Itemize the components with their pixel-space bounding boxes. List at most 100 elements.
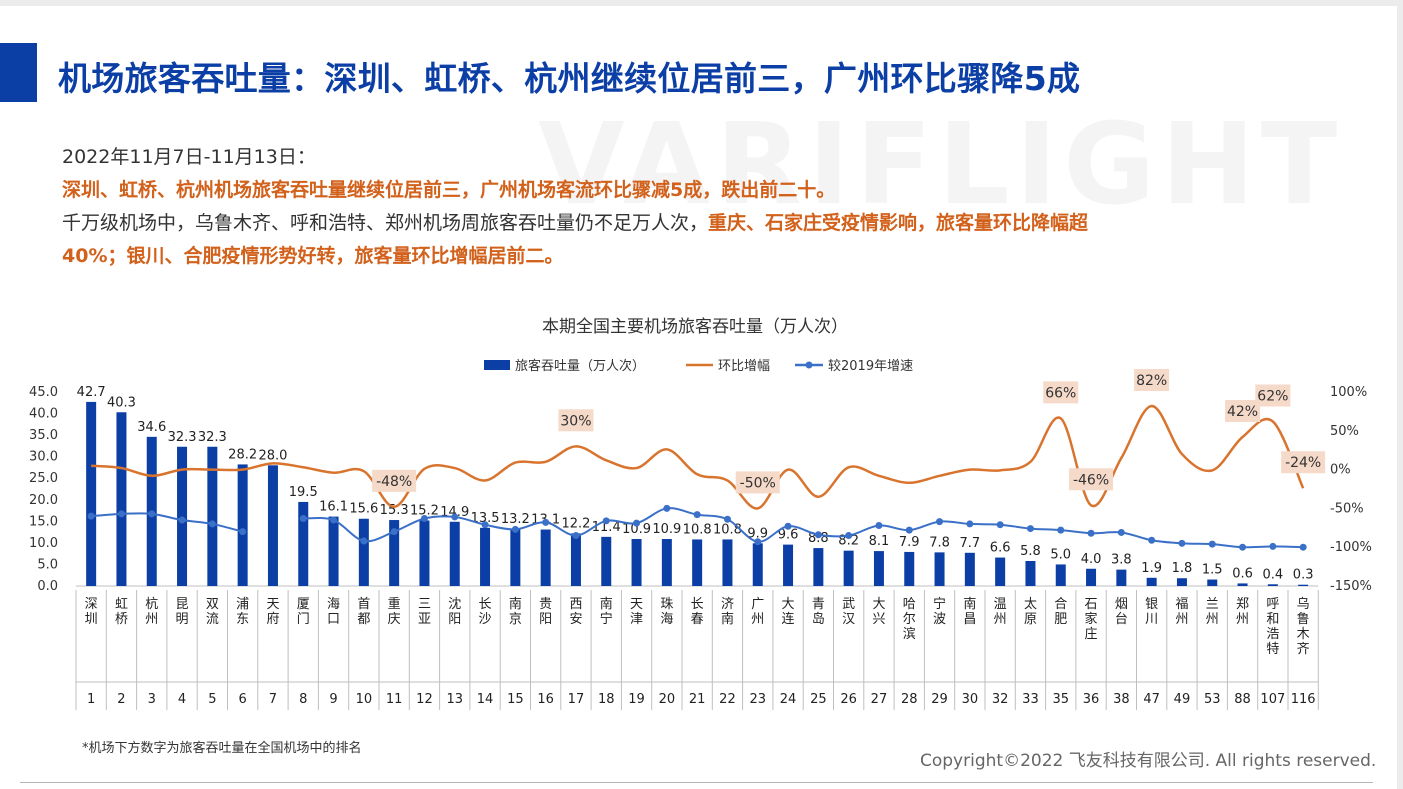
series-point-vs2019 xyxy=(148,510,156,518)
bar-value-label: 28.0 xyxy=(258,448,287,463)
rank-label: 36 xyxy=(1083,692,1100,707)
y-left-tick-label: 20.0 xyxy=(29,493,58,508)
summary-line-3-highlight: 重庆、石家庄受疫情影响，旅客量环比降幅超 xyxy=(708,212,1089,234)
callout-label: -50% xyxy=(740,475,776,491)
category-label-char: 南 xyxy=(509,596,522,612)
category-label-char: 青 xyxy=(812,597,825,612)
category-label-char: 珠 xyxy=(660,597,673,612)
y-left-tick-label: 0.0 xyxy=(37,579,58,594)
rank-label: 28 xyxy=(901,692,918,707)
category-label-char: 明 xyxy=(176,612,189,627)
series-point-vs2019 xyxy=(390,528,398,536)
category-label-char: 深 xyxy=(85,597,98,612)
legend-label-bar: 旅客吞吐量（万人次） xyxy=(515,358,645,374)
bar-value-label: 0.6 xyxy=(1232,566,1253,581)
bar-value-label: 12.2 xyxy=(561,516,590,531)
bar-value-label: 0.4 xyxy=(1263,567,1284,582)
category-label-char: 流 xyxy=(206,612,219,627)
category-label-char: 府 xyxy=(266,612,279,627)
bar xyxy=(1025,560,1036,586)
rank-label: 24 xyxy=(780,692,797,707)
category-label-char: 桥 xyxy=(115,612,128,627)
rank-label: 47 xyxy=(1143,692,1160,707)
category-label-char: 家 xyxy=(1085,611,1098,627)
rank-label: 1 xyxy=(87,692,95,707)
bar xyxy=(177,446,188,586)
rank-label: 15 xyxy=(507,692,524,707)
rank-label: 10 xyxy=(356,692,373,707)
title-accent-block xyxy=(0,43,37,102)
series-point-vs2019 xyxy=(723,515,731,523)
bar xyxy=(1267,584,1278,586)
callout-label: 82% xyxy=(1136,373,1167,389)
category-label-char: 木 xyxy=(1297,627,1310,642)
bar-value-label: 40.3 xyxy=(107,395,136,410)
bar xyxy=(1176,578,1187,586)
series-point-vs2019 xyxy=(845,532,853,540)
y-left-tick-label: 30.0 xyxy=(29,450,58,465)
series-point-vs2019 xyxy=(542,518,550,526)
top-border xyxy=(0,0,1403,6)
category-label-char: 重 xyxy=(388,596,401,612)
callout-label: 66% xyxy=(1045,385,1076,401)
rank-label: 26 xyxy=(840,692,857,707)
category-label-char: 长 xyxy=(479,597,492,612)
bar xyxy=(934,552,945,586)
rank-label: 8 xyxy=(299,692,307,707)
category-label-char: 银 xyxy=(1145,597,1158,612)
bar-value-label: 7.8 xyxy=(929,535,950,550)
series-point-vs2019 xyxy=(784,522,792,530)
bar xyxy=(328,516,339,586)
series-point-vs2019 xyxy=(1148,536,1156,544)
series-point-vs2019 xyxy=(663,504,671,512)
series-point-vs2019 xyxy=(1057,526,1065,534)
series-point-vs2019 xyxy=(1239,543,1247,551)
series-point-vs2019 xyxy=(905,526,913,534)
bar-value-label: 1.9 xyxy=(1141,561,1162,576)
category-label-char: 海 xyxy=(660,612,673,627)
watermark-logo: VARIFLIGHT xyxy=(538,100,1343,230)
bar-value-label: 4.0 xyxy=(1081,552,1102,567)
rank-label: 18 xyxy=(598,692,615,707)
callout-bg xyxy=(372,469,417,492)
category-label-char: 烟 xyxy=(1115,597,1128,612)
throughput-chart: 本期全国主要机场旅客吞吐量（万人次） 旅客吞吐量（万人次） 环比增幅 较2019年增速… xyxy=(29,317,1372,710)
category-label-char: 石 xyxy=(1085,597,1098,612)
bar xyxy=(207,446,218,586)
bar xyxy=(358,518,369,586)
copyright: Copyright©2022 飞友科技有限公司. All rights rese… xyxy=(920,751,1377,771)
category-label-char: 滨 xyxy=(903,626,916,642)
category-label-char: 州 xyxy=(994,612,1007,627)
bar-value-label: 34.6 xyxy=(137,420,166,435)
bar xyxy=(722,539,733,586)
series-point-vs2019 xyxy=(1178,539,1186,547)
category-label-char: 哈 xyxy=(903,597,916,612)
rank-label: 3 xyxy=(148,692,156,707)
summary-line-4: 40%；银川、合肥疫情形势好转，旅客量环比增幅居前二。 xyxy=(62,245,564,267)
category-label-char: 南 xyxy=(721,611,734,627)
series-point-vs2019 xyxy=(1026,525,1034,533)
category-label-char: 天 xyxy=(266,597,279,612)
rank-label: 20 xyxy=(659,692,676,707)
bar xyxy=(904,551,915,586)
category-label-char: 浩 xyxy=(1266,627,1279,642)
category-label-char: 门 xyxy=(297,612,310,627)
y-right-tick-label: 100% xyxy=(1330,385,1367,400)
bar-value-label: 5.8 xyxy=(1020,544,1041,559)
series-point-vs2019 xyxy=(1117,528,1125,536)
page-title: 机场旅客吞吐量：深圳、虹桥、杭州继续位居前三，广州环比骤降5成 xyxy=(58,59,1081,98)
category-label-char: 沙 xyxy=(479,612,492,627)
category-label-char: 西 xyxy=(569,597,582,612)
callout-label: -24% xyxy=(1285,455,1321,471)
category-label-char: 东 xyxy=(236,612,249,627)
category-label-char: 亚 xyxy=(418,612,431,627)
category-label-char: 首 xyxy=(357,597,370,612)
category-label-char: 海 xyxy=(327,597,340,612)
rank-label: 29 xyxy=(931,692,948,707)
rank-label: 4 xyxy=(178,692,186,707)
bar xyxy=(419,520,430,586)
callout-bg xyxy=(1043,381,1079,404)
category-label-char: 阳 xyxy=(539,612,552,627)
callout-bg xyxy=(1134,368,1170,391)
rank-label: 32 xyxy=(992,692,1009,707)
